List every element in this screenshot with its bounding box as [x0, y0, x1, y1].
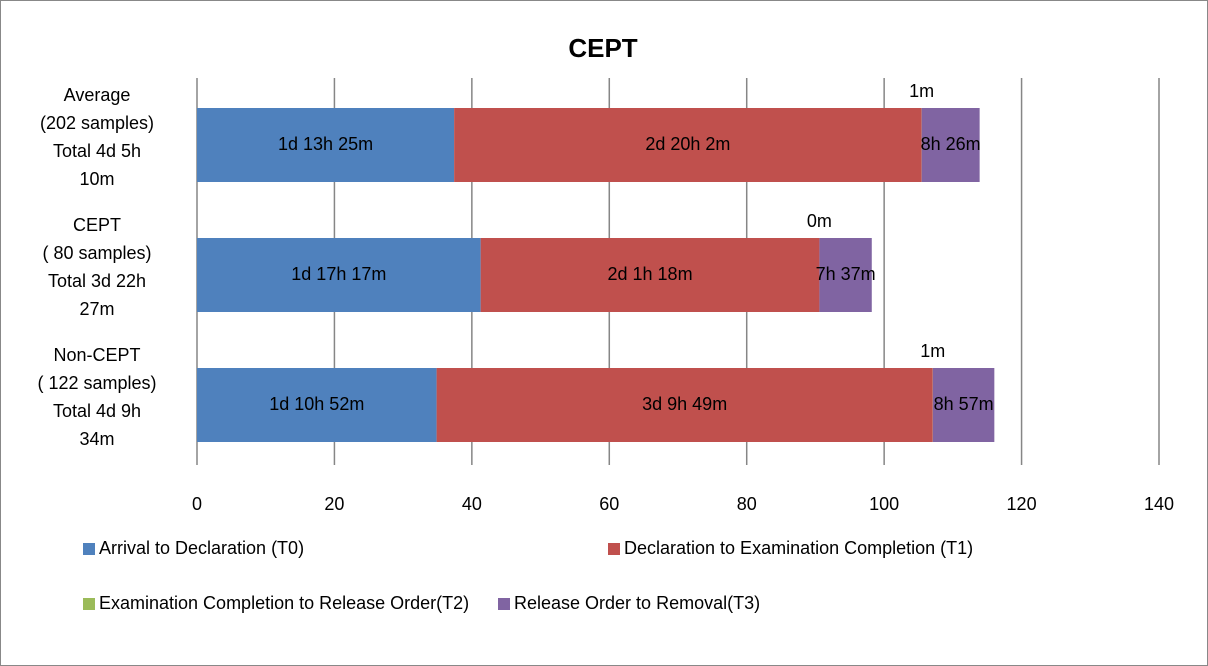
data-label: 0m [807, 211, 832, 231]
data-label: 1d 17h 17m [291, 264, 386, 284]
bar-segment [932, 368, 995, 442]
data-label: 2d 20h 2m [645, 134, 730, 154]
legend-label: Release Order to Removal(T3) [514, 593, 760, 613]
legend-swatch [83, 543, 95, 555]
data-label: 1d 10h 52m [269, 394, 364, 414]
x-tick-label: 140 [1144, 494, 1174, 514]
data-label: 3d 9h 49m [642, 394, 727, 414]
data-label: 2d 1h 18m [608, 264, 693, 284]
x-tick-label: 20 [324, 494, 344, 514]
data-label: 7h 37m [816, 264, 876, 284]
y-tick-label: Average (202 samples) Total 4d 5h 10m [39, 85, 155, 189]
legend-swatch [608, 543, 620, 555]
y-tick-label: Non-CEPT ( 122 samples) Total 4d 9h 34m [37, 345, 157, 449]
legend-swatch [498, 598, 510, 610]
data-label: 8h 57m [934, 394, 994, 414]
x-tick-label: 120 [1007, 494, 1037, 514]
data-label: 8h 26m [921, 134, 981, 154]
legend-label: Declaration to Examination Completion (T… [624, 538, 973, 558]
bar-segment [197, 108, 455, 182]
x-tick-label: 80 [737, 494, 757, 514]
x-tick-label: 60 [599, 494, 619, 514]
bar-segment [436, 368, 933, 442]
data-label: 1m [920, 341, 945, 361]
x-tick-label: 100 [869, 494, 899, 514]
x-tick-label: 40 [462, 494, 482, 514]
bar-segment [197, 368, 437, 442]
x-tick-label: 0 [192, 494, 202, 514]
chart-title: CEPT [568, 33, 637, 63]
bar-segment [197, 238, 481, 312]
data-label: 1m [909, 81, 934, 101]
y-tick-label: CEPT ( 80 samples) Total 3d 22h 27m [42, 215, 152, 319]
legend-swatch [83, 598, 95, 610]
legend-label: Examination Completion to Release Order(… [99, 593, 469, 613]
bar-segment [921, 108, 980, 182]
bar-segment [454, 108, 922, 182]
bar-segment [480, 238, 820, 312]
data-label: 1d 13h 25m [278, 134, 373, 154]
bar-segment [819, 238, 872, 312]
legend-label: Arrival to Declaration (T0) [99, 538, 304, 558]
